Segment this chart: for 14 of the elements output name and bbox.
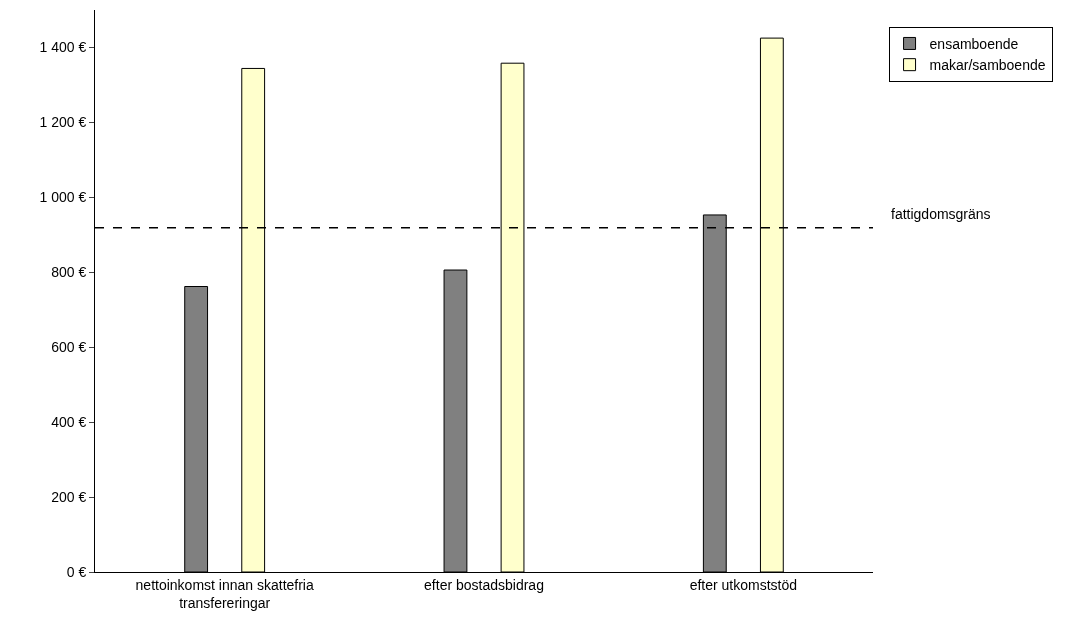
y-tick-label: 800 € xyxy=(51,264,87,281)
x-tick-label: nettoinkomst innan skattefria transfereringar xyxy=(135,576,314,611)
y-tick-label: 1 200 € xyxy=(39,114,87,131)
x-tick-label: efter utkomststöd xyxy=(689,576,798,593)
y-tick-label: 200 € xyxy=(51,488,87,505)
y-tick-label: 1 400 € xyxy=(39,39,87,56)
y-tick-label: 400 € xyxy=(51,414,87,431)
legend-label: makar/samboende xyxy=(929,57,1046,74)
y-tick-label: 1 000 € xyxy=(39,189,87,206)
ref-line-label: fattigdomsgräns xyxy=(891,206,991,222)
y-tick-label: 600 € xyxy=(51,339,87,356)
legend-label: ensamboende xyxy=(929,35,1019,52)
y-tick-label: 0 € xyxy=(66,563,87,580)
x-tick-label: efter bostadsbidrag xyxy=(424,576,544,593)
